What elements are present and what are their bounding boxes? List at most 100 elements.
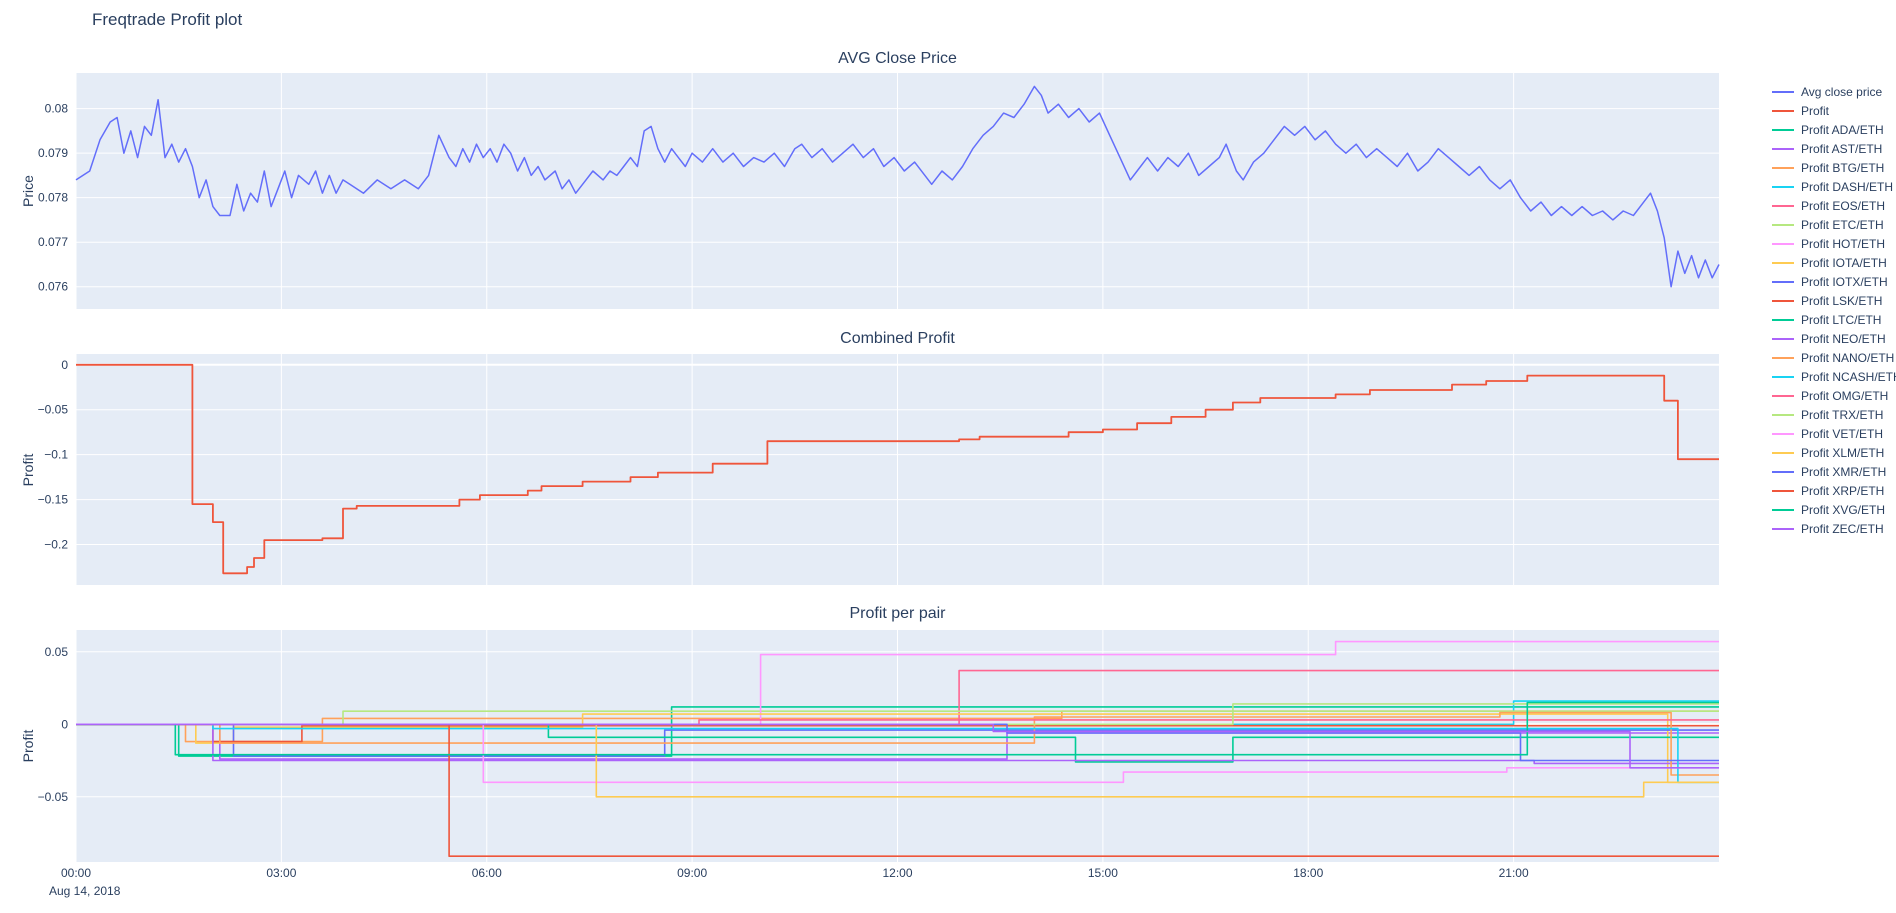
y-tick-label: −0.05	[38, 403, 69, 417]
legend-line-swatch	[1772, 299, 1794, 302]
series-avg-close-price	[75, 85, 1720, 288]
legend-item-profit-iota-eth[interactable]: Profit IOTA/ETH	[1772, 253, 1896, 272]
legend-line-swatch	[1772, 223, 1794, 226]
legend-label: Profit ADA/ETH	[1801, 122, 1884, 137]
legend-label: Profit XLM/ETH	[1801, 445, 1885, 460]
series-profit-vet-eth	[76, 723, 1719, 784]
legend-item-profit-dash-eth[interactable]: Profit DASH/ETH	[1772, 177, 1896, 196]
legend-label: Profit NCASH/ETH	[1801, 369, 1896, 384]
legend-label: Profit ETC/ETH	[1801, 217, 1884, 232]
legend-line-swatch	[1772, 527, 1794, 530]
legend-label: Profit LSK/ETH	[1801, 293, 1883, 308]
legend-item-profit-neo-eth[interactable]: Profit NEO/ETH	[1772, 329, 1896, 348]
legend-item-profit-iotx-eth[interactable]: Profit IOTX/ETH	[1772, 272, 1896, 291]
x-tick-label: 03:00	[266, 866, 297, 880]
y-tick-label: 0.079	[38, 146, 68, 160]
legend-label: Profit TRX/ETH	[1801, 407, 1884, 422]
legend-item-profit-hot-eth[interactable]: Profit HOT/ETH	[1772, 234, 1896, 253]
legend-item-profit-zec-eth[interactable]: Profit ZEC/ETH	[1772, 519, 1896, 538]
legend-label: Profit XVG/ETH	[1801, 502, 1886, 517]
legend-line-swatch	[1772, 489, 1794, 492]
legend-line-swatch	[1772, 109, 1794, 112]
legend-line-swatch	[1772, 204, 1794, 207]
legend-item-profit-vet-eth[interactable]: Profit VET/ETH	[1772, 424, 1896, 443]
legend-item-profit-xmr-eth[interactable]: Profit XMR/ETH	[1772, 462, 1896, 481]
y-tick-label: −0.05	[38, 790, 69, 804]
legend-line-swatch	[1772, 470, 1794, 473]
avg-close-price-chart[interactable]: 0.08 0.079 0.078 0.077 0.076	[0, 73, 1722, 309]
legend-item-profit-lsk-eth[interactable]: Profit LSK/ETH	[1772, 291, 1896, 310]
legend-item-profit-xrp-eth[interactable]: Profit XRP/ETH	[1772, 481, 1896, 500]
y-tick-label: 0.08	[45, 102, 69, 116]
legend-label: Profit AST/ETH	[1801, 141, 1883, 156]
series-profit-zec-eth	[76, 723, 1719, 769]
legend-line-swatch	[1772, 147, 1794, 150]
x-axis: 00:00 03:00 06:00 09:00 12:00 15:00 18:00 21:00	[0, 866, 1896, 882]
legend-label: Profit	[1801, 103, 1830, 118]
subplot-title-profit-per-pair: Profit per pair	[849, 605, 946, 622]
subplot-title-avg-close-price: AVG Close Price	[838, 50, 957, 67]
legend-line-swatch	[1772, 451, 1794, 454]
y-tick-label: 0	[61, 717, 68, 731]
legend-line-swatch	[1772, 375, 1794, 378]
legend-line-swatch	[1772, 413, 1794, 416]
legend-line-swatch	[1772, 261, 1794, 264]
series-profit-nano-eth	[76, 711, 1719, 776]
legend-item-profit-btg-eth[interactable]: Profit BTG/ETH	[1772, 158, 1896, 177]
legend-item-profit-ast-eth[interactable]: Profit AST/ETH	[1772, 139, 1896, 158]
legend-label: Profit IOTA/ETH	[1801, 255, 1887, 270]
y-tick-label: −0.2	[44, 538, 68, 552]
y-tick-label: −0.1	[44, 448, 68, 462]
series-profit-btg-eth	[76, 710, 1719, 743]
legend-item-avg-close-price[interactable]: Avg close price	[1772, 82, 1896, 101]
legend-line-swatch	[1772, 318, 1794, 321]
legend-item-profit-eos-eth[interactable]: Profit EOS/ETH	[1772, 196, 1896, 215]
legend-item-profit-ada-eth[interactable]: Profit ADA/ETH	[1772, 120, 1896, 139]
subplot-title-combined-profit: Combined Profit	[840, 330, 955, 347]
series-profit-ltc-eth	[76, 723, 1719, 763]
legend-item-profit-trx-eth[interactable]: Profit TRX/ETH	[1772, 405, 1896, 424]
legend-line-swatch	[1772, 242, 1794, 245]
legend-line-swatch	[1772, 432, 1794, 435]
page-title: Freqtrade Profit plot	[92, 10, 243, 29]
legend-item-profit-etc-eth[interactable]: Profit ETC/ETH	[1772, 215, 1896, 234]
x-axis-date-label: Aug 14, 2018	[49, 884, 121, 898]
legend-label: Profit XMR/ETH	[1801, 464, 1887, 479]
legend-item-profit-xvg-eth[interactable]: Profit XVG/ETH	[1772, 500, 1896, 519]
x-tick-label: 15:00	[1087, 866, 1118, 880]
legend-label: Profit OMG/ETH	[1801, 388, 1889, 403]
legend-line-swatch	[1772, 356, 1794, 359]
x-tick-label: 21:00	[1498, 866, 1529, 880]
legend-line-swatch	[1772, 280, 1794, 283]
legend-label: Profit LTC/ETH	[1801, 312, 1882, 327]
y-tick-label: 0.05	[45, 645, 69, 659]
x-tick-label: 09:00	[677, 866, 708, 880]
legend-line-swatch	[1772, 90, 1794, 93]
legend: Avg close price Profit Profit ADA/ETH Profi…	[1772, 82, 1896, 538]
legend-label: Profit BTG/ETH	[1801, 160, 1885, 175]
x-tick-label: 06:00	[471, 866, 502, 880]
legend-line-swatch	[1772, 128, 1794, 131]
legend-label: Profit IOTX/ETH	[1801, 274, 1888, 289]
legend-label: Profit HOT/ETH	[1801, 236, 1886, 251]
combined-profit-chart[interactable]: 0 −0.05 −0.1 −0.15 −0.2	[0, 354, 1722, 585]
series-profit-iota-eth	[76, 713, 1719, 784]
x-tick-label: 12:00	[882, 866, 913, 880]
y-tick-label: 0.077	[38, 235, 68, 249]
legend-label: Profit ZEC/ETH	[1801, 521, 1884, 536]
legend-item-profit-ncash-eth[interactable]: Profit NCASH/ETH	[1772, 367, 1896, 386]
x-tick-label: 18:00	[1293, 866, 1324, 880]
profit-per-pair-chart[interactable]: 0.05 0 −0.05	[0, 630, 1722, 862]
legend-label: Profit XRP/ETH	[1801, 483, 1885, 498]
legend-item-profit[interactable]: Profit	[1772, 101, 1896, 120]
legend-label: Profit NEO/ETH	[1801, 331, 1886, 346]
legend-line-swatch	[1772, 185, 1794, 188]
x-tick-label: 00:00	[60, 866, 92, 880]
legend-item-profit-ltc-eth[interactable]: Profit LTC/ETH	[1772, 310, 1896, 329]
legend-line-swatch	[1772, 394, 1794, 397]
legend-item-profit-nano-eth[interactable]: Profit NANO/ETH	[1772, 348, 1896, 367]
y-tick-label: −0.15	[38, 493, 69, 507]
legend-item-profit-xlm-eth[interactable]: Profit XLM/ETH	[1772, 443, 1896, 462]
legend-item-profit-omg-eth[interactable]: Profit OMG/ETH	[1772, 386, 1896, 405]
legend-line-swatch	[1772, 337, 1794, 340]
